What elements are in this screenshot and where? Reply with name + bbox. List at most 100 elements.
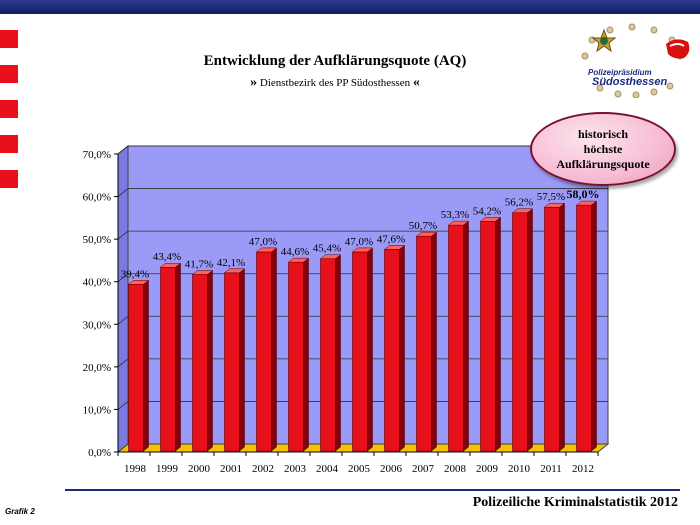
subtitle-open-quote: » — [250, 75, 258, 90]
bar-side — [527, 208, 533, 452]
bar — [191, 269, 214, 452]
y-tick-label: 60,0% — [83, 192, 111, 204]
red-bullet — [0, 30, 18, 48]
bar-side — [303, 257, 309, 452]
bar-front — [576, 204, 592, 452]
bar-front — [448, 224, 464, 452]
bar-top — [191, 270, 214, 275]
x-tick-label: 2008 — [444, 463, 467, 475]
callout-line3: Aufklärungsquote — [556, 156, 650, 171]
subtitle-close-quote: « — [412, 75, 420, 90]
bar-top — [543, 202, 566, 208]
red-bullet — [0, 135, 18, 153]
logo-emblem-icon — [581, 23, 690, 98]
data-label: 54,2% — [473, 205, 501, 217]
x-tick-label: 2000 — [188, 463, 211, 475]
bar-front — [416, 235, 432, 452]
footer-divider — [65, 489, 680, 491]
bar — [223, 268, 246, 452]
x-tick-label: 2006 — [380, 463, 403, 475]
data-label: 58,0% — [567, 187, 600, 201]
y-tick-label: 20,0% — [83, 362, 111, 374]
y-tick-label: 40,0% — [83, 277, 111, 289]
bar-top — [159, 262, 182, 268]
bar-side — [207, 269, 213, 452]
data-label: 43,4% — [153, 251, 181, 263]
data-label: 53,3% — [441, 209, 469, 221]
data-label: 57,5% — [537, 191, 565, 203]
bar-front — [192, 274, 208, 452]
bar-side — [271, 247, 277, 452]
bar-top — [479, 217, 502, 222]
y-tick-label: 30,0% — [83, 319, 111, 331]
bar-front — [128, 283, 144, 452]
x-tick-label: 2001 — [220, 463, 242, 475]
bar-front — [480, 220, 496, 452]
bar-front — [256, 251, 272, 452]
red-bullet — [0, 65, 18, 83]
logo-line2: Südosthessen — [592, 76, 668, 88]
y-tick-label: 70,0% — [83, 149, 111, 161]
x-tick-label: 1998 — [124, 463, 147, 475]
gridline — [117, 230, 608, 240]
bar — [479, 216, 502, 452]
record-callout: historisch höchste Aufklärungsquote — [530, 112, 676, 186]
bar-front — [544, 206, 560, 452]
red-bullet — [0, 170, 18, 188]
chart-title: Entwicklung der Aufklärungsquote (AQ) — [203, 53, 467, 69]
bar-top — [415, 231, 438, 237]
bar — [127, 279, 150, 452]
subtitle-text: Dienstbezirk des PP Südosthessen — [257, 77, 413, 89]
y-tick-label: 0,0% — [88, 447, 111, 459]
bar — [319, 254, 342, 452]
plot-side-wall — [117, 144, 129, 454]
bar — [575, 200, 598, 452]
y-tick-label: 50,0% — [83, 234, 111, 246]
bar-side — [399, 244, 405, 452]
bar-side — [559, 202, 565, 452]
bar-top — [223, 268, 246, 274]
data-label: 47,0% — [345, 236, 373, 248]
bar-side — [495, 216, 501, 452]
data-label: 47,0% — [249, 236, 277, 248]
bar-top — [319, 254, 342, 259]
bar-side — [143, 279, 149, 452]
slide-number: Grafik 2 — [5, 507, 35, 516]
gridline — [117, 401, 608, 410]
gridline — [117, 358, 608, 368]
bar — [287, 257, 310, 452]
data-label: 41,7% — [185, 258, 213, 270]
bar-front — [288, 261, 304, 452]
bar-front — [224, 272, 240, 452]
bar-side — [367, 247, 373, 452]
data-label: 42,1% — [217, 257, 245, 269]
bar — [255, 247, 278, 452]
data-label: 44,6% — [281, 246, 309, 258]
bar-front — [384, 249, 400, 452]
footer-title: Polizeiliche Kriminalstatistik 2012 — [472, 495, 678, 510]
callout-line1: historisch — [577, 126, 628, 141]
bar-front — [320, 258, 336, 452]
bar — [511, 208, 534, 452]
bar-side — [335, 254, 341, 452]
chart-subtitle: » Dienstbezirk des PP Südosthessen « — [150, 75, 520, 91]
x-tick-label: 2011 — [540, 463, 562, 475]
bar-top — [255, 247, 278, 253]
x-tick-label: 2004 — [316, 463, 339, 475]
header-bar — [0, 0, 700, 14]
x-tick-label: 2009 — [476, 463, 499, 475]
logo-line1: Polizeipräsidium — [588, 68, 652, 77]
data-label: 50,7% — [409, 220, 437, 232]
x-tick-label: 2003 — [284, 463, 307, 475]
gridline — [117, 315, 608, 325]
bar — [543, 202, 566, 452]
x-tick-label: 1999 — [156, 463, 179, 475]
gridline — [117, 188, 608, 197]
bar-front — [160, 266, 176, 452]
callout-line2: höchste — [583, 141, 623, 156]
bar-top — [383, 245, 406, 250]
bar — [415, 231, 438, 452]
bar-front — [352, 251, 368, 452]
bar — [159, 262, 182, 452]
bar-front — [512, 212, 528, 452]
